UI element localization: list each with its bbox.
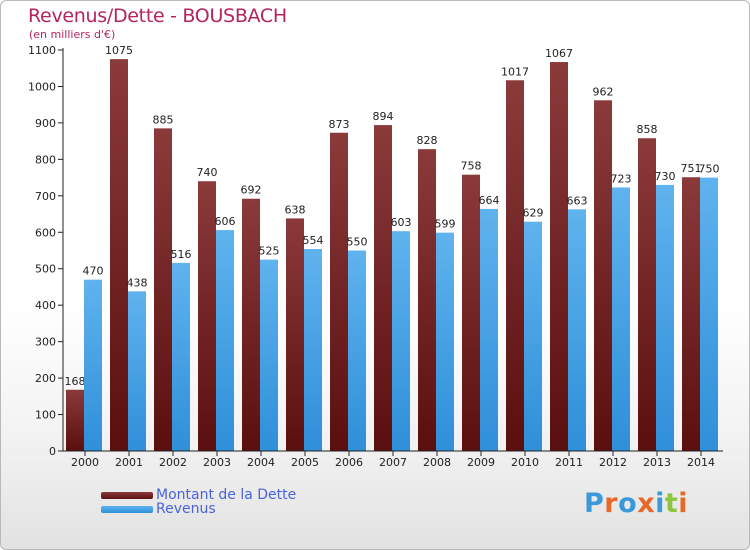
x-tick-label: 2006 bbox=[335, 456, 363, 469]
data-label: 516 bbox=[171, 248, 192, 261]
data-label: 664 bbox=[479, 194, 500, 207]
data-label: 1017 bbox=[501, 65, 529, 78]
x-tick-label: 2007 bbox=[379, 456, 407, 469]
bar-revenus bbox=[700, 177, 718, 451]
bar-revenus bbox=[304, 249, 322, 451]
legend-swatch-dette bbox=[101, 491, 153, 499]
bar-dette bbox=[110, 59, 128, 451]
x-tick-label: 2002 bbox=[159, 456, 187, 469]
legend-swatch-revenus bbox=[101, 505, 153, 513]
y-tick-label: 800 bbox=[35, 153, 56, 166]
y-tick-label: 600 bbox=[35, 226, 56, 239]
data-label: 629 bbox=[523, 207, 544, 220]
x-tick-label: 2013 bbox=[643, 456, 671, 469]
bar-dette bbox=[242, 198, 260, 451]
data-label: 758 bbox=[461, 160, 482, 173]
bar-revenus bbox=[656, 184, 674, 451]
y-tick-label: 300 bbox=[35, 336, 56, 349]
data-label: 751 bbox=[681, 162, 702, 175]
bar-revenus bbox=[348, 250, 366, 451]
data-label: 692 bbox=[241, 184, 262, 197]
x-tick-label: 2001 bbox=[115, 456, 143, 469]
legend-item-dette: Montant de la Dette bbox=[101, 488, 296, 502]
data-label: 638 bbox=[285, 203, 306, 216]
data-label: 723 bbox=[611, 172, 632, 185]
data-label: 962 bbox=[593, 85, 614, 98]
bar-revenus bbox=[84, 279, 102, 451]
data-label: 740 bbox=[197, 166, 218, 179]
bar-dette bbox=[66, 389, 84, 451]
bar-revenus bbox=[392, 231, 410, 451]
proxiti-logo: Proxiti bbox=[584, 488, 689, 519]
bar-dette bbox=[682, 177, 700, 451]
bar-dette bbox=[638, 138, 656, 451]
bar-revenus bbox=[128, 291, 146, 451]
legend-item-revenus: Revenus bbox=[101, 502, 216, 516]
bar-dette bbox=[594, 100, 612, 451]
data-label: 603 bbox=[391, 216, 412, 229]
data-label: 730 bbox=[655, 170, 676, 183]
bar-dette bbox=[462, 174, 480, 451]
legend-label-revenus: Revenus bbox=[156, 501, 216, 517]
data-label: 894 bbox=[373, 110, 394, 123]
data-label: 168 bbox=[65, 375, 86, 388]
data-label: 470 bbox=[83, 265, 104, 278]
bar-dette bbox=[154, 128, 172, 452]
bar-revenus bbox=[216, 230, 234, 451]
data-label: 750 bbox=[699, 163, 720, 176]
data-label: 1067 bbox=[545, 47, 573, 60]
chart-subtitle: (en milliers d'€) bbox=[29, 28, 116, 41]
y-tick-label: 200 bbox=[35, 372, 56, 385]
chart-title: Revenus/Dette - BOUSBACH bbox=[28, 5, 287, 27]
x-tick-label: 2009 bbox=[467, 456, 495, 469]
bar-revenus bbox=[612, 187, 630, 451]
y-tick-label: 700 bbox=[35, 190, 56, 203]
data-label: 885 bbox=[153, 113, 174, 126]
bar-revenus bbox=[436, 232, 454, 451]
y-tick-label: 400 bbox=[35, 299, 56, 312]
data-label: 554 bbox=[303, 234, 324, 247]
data-label: 438 bbox=[127, 276, 148, 289]
data-label: 858 bbox=[637, 123, 658, 136]
data-label: 873 bbox=[329, 118, 350, 131]
bar-revenus bbox=[260, 259, 278, 451]
y-tick-label: 100 bbox=[35, 409, 56, 422]
x-tick-label: 2008 bbox=[423, 456, 451, 469]
x-tick-label: 2004 bbox=[247, 456, 275, 469]
y-tick-label: 1000 bbox=[28, 80, 56, 93]
x-tick-label: 2010 bbox=[511, 456, 539, 469]
data-label: 663 bbox=[567, 194, 588, 207]
bar-revenus bbox=[480, 208, 498, 451]
y-tick-label: 1100 bbox=[28, 44, 56, 57]
bar-dette bbox=[374, 125, 392, 451]
data-label: 606 bbox=[215, 215, 236, 228]
x-tick-label: 2012 bbox=[599, 456, 627, 469]
bar-dette bbox=[506, 80, 524, 452]
data-label: 550 bbox=[347, 236, 368, 249]
bar-revenus bbox=[524, 221, 542, 451]
data-label: 828 bbox=[417, 134, 438, 147]
x-tick-label: 2000 bbox=[71, 456, 99, 469]
data-label: 599 bbox=[435, 218, 456, 231]
data-label: 525 bbox=[259, 245, 280, 258]
bar-dette bbox=[550, 62, 568, 451]
x-tick-label: 2005 bbox=[291, 456, 319, 469]
bar-dette bbox=[418, 149, 436, 451]
plot-area: 0 100 200 300 400 500 600 700 800 900 1000 1100 168 4… bbox=[28, 44, 723, 469]
data-label: 1075 bbox=[105, 44, 133, 57]
x-tick-label: 2014 bbox=[687, 456, 715, 469]
y-tick-label: 900 bbox=[35, 117, 56, 130]
bar-dette bbox=[198, 181, 216, 451]
y-tick-label: 0 bbox=[49, 445, 56, 458]
bar-dette bbox=[330, 132, 348, 451]
x-tick-label: 2003 bbox=[203, 456, 231, 469]
legend-label-dette: Montant de la Dette bbox=[156, 487, 297, 503]
y-tick-label: 500 bbox=[35, 263, 56, 276]
bar-revenus bbox=[172, 262, 190, 451]
x-tick-label: 2011 bbox=[555, 456, 583, 469]
bar-revenus bbox=[568, 209, 586, 451]
bar-dette bbox=[286, 218, 304, 451]
